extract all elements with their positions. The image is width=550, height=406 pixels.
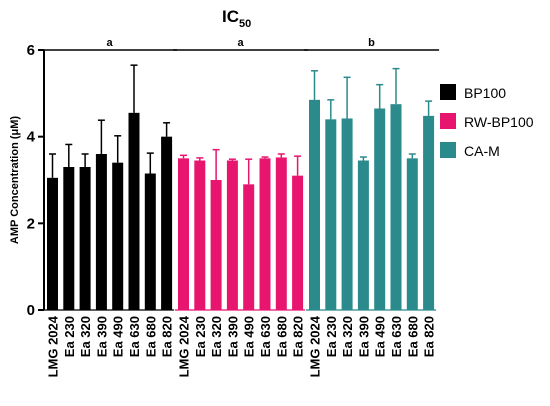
x-tick-label: Ea 630 (389, 316, 404, 357)
x-tick-label: Ea 230 (62, 316, 77, 357)
x-tick-label: Ea 630 (127, 316, 142, 357)
bar (194, 160, 206, 310)
x-tick-label: Ea 230 (324, 316, 339, 357)
chart-title-main: IC (222, 7, 239, 26)
x-tick-label: Ea 630 (258, 316, 273, 357)
bar (309, 99, 320, 310)
bar (226, 160, 238, 310)
legend-label: BP100 (464, 85, 506, 101)
x-tick-label: Ea 490 (242, 316, 257, 357)
bar (406, 158, 418, 310)
bar (390, 104, 402, 311)
bar (128, 112, 140, 310)
chart-title: IC50 (222, 7, 251, 30)
x-tick-label: LMG 2024 (177, 315, 192, 377)
x-tick-label: Ea 680 (143, 316, 158, 357)
significance-label: a (106, 37, 113, 49)
bar (63, 167, 75, 310)
x-tick-label: Ea 390 (94, 316, 109, 357)
legend: BP100 RW-BP100 CA-M (440, 84, 534, 159)
bar (341, 118, 353, 310)
bar (357, 160, 369, 310)
x-tick-label: Ea 320 (78, 316, 93, 357)
x-tick-label: Ea 680 (405, 316, 420, 357)
bar (210, 180, 222, 310)
x-tick-label: Ea 820 (422, 316, 437, 357)
x-tick-label: Ea 390 (356, 316, 371, 357)
legend-swatch (440, 84, 456, 100)
bar (374, 108, 386, 310)
y-tick-label: 2 (27, 215, 35, 232)
legend-swatch (440, 113, 456, 129)
x-tick-label: LMG 2024 (46, 315, 61, 377)
bar (178, 158, 189, 310)
legend-label: RW-BP100 (464, 114, 534, 130)
y-tick-label: 6 (27, 42, 35, 59)
x-tick-label: LMG 2024 (308, 315, 323, 377)
bar (79, 167, 91, 310)
x-tick-label: Ea 320 (340, 316, 355, 357)
x-tick-label: Ea 820 (160, 316, 175, 357)
x-tick-label: Ea 230 (193, 316, 208, 357)
x-tick-label: Ea 680 (274, 316, 289, 357)
bar (161, 136, 173, 310)
significance-label: b (368, 37, 375, 49)
bar (144, 173, 156, 310)
y-tick-label: 0 (27, 302, 35, 319)
x-tick-label: Ea 490 (373, 316, 388, 357)
x-tick-label: Ea 320 (209, 316, 224, 357)
x-tick-label: Ea 820 (291, 316, 306, 357)
legend-swatch (440, 142, 456, 158)
bar (275, 157, 287, 310)
bar (47, 177, 58, 310)
bar (423, 115, 435, 310)
bar (243, 184, 255, 310)
bar (292, 175, 304, 310)
bar (95, 154, 107, 310)
significance-label: a (237, 37, 244, 49)
bar (112, 162, 124, 310)
bar (325, 119, 337, 310)
bar (259, 158, 271, 310)
chart-title-subscript: 50 (239, 18, 251, 30)
x-tick-label: Ea 390 (225, 316, 240, 357)
y-tick-label: 4 (27, 129, 36, 146)
legend-label: CA-M (464, 143, 500, 159)
x-tick-label: Ea 490 (111, 316, 126, 357)
y-axis-label: AMP Concentration (μM) (9, 116, 21, 244)
